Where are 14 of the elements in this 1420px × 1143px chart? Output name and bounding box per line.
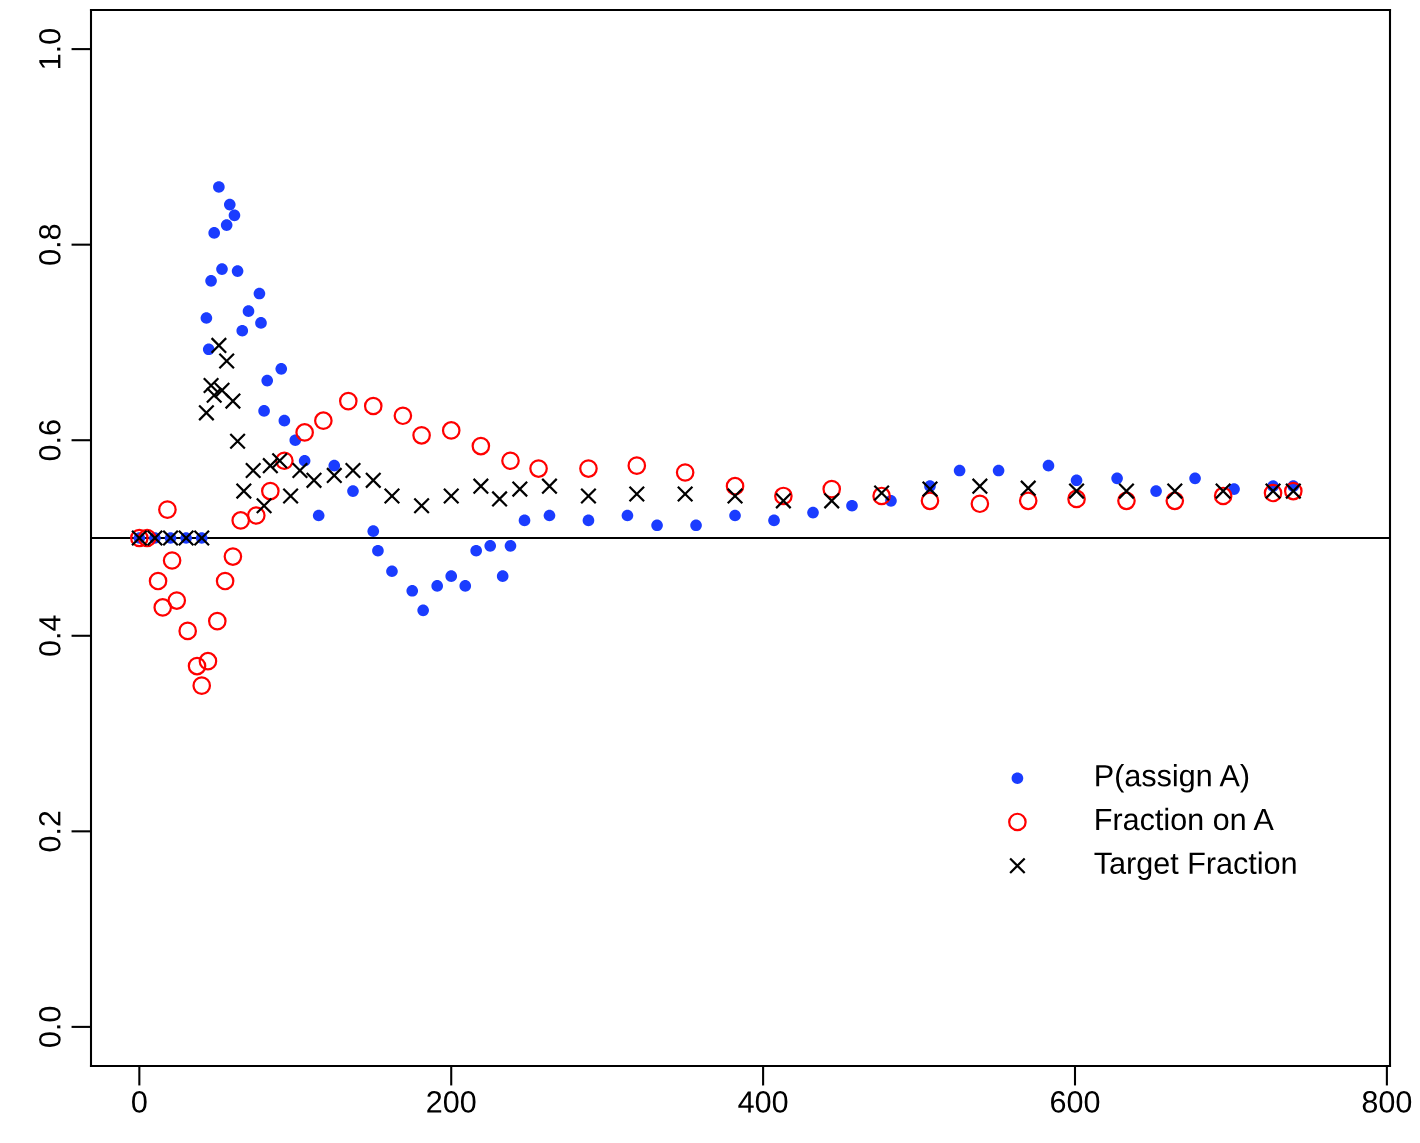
y-tick-label: 0.6 — [39, 420, 61, 461]
y-tick-label: 0.4 — [39, 615, 61, 656]
y-tick-label: 0.8 — [39, 224, 61, 265]
x-tick-label: 200 — [427, 1091, 476, 1113]
y-tick-label: 0.2 — [39, 811, 61, 852]
y-tick-label: 1.0 — [39, 29, 61, 69]
legend-label: Fraction on A — [1096, 807, 1274, 831]
x-tick-label: 0 — [132, 1091, 147, 1113]
legend-label: P(assign A) — [1096, 764, 1249, 793]
y-tick-label: 0.0 — [39, 1006, 61, 1047]
x-tick-label: 600 — [1051, 1091, 1100, 1113]
x-tick-label: 800 — [1362, 1091, 1412, 1113]
x-tick-label: 400 — [738, 1091, 788, 1113]
legend-label: Target Fraction — [1094, 851, 1296, 881]
